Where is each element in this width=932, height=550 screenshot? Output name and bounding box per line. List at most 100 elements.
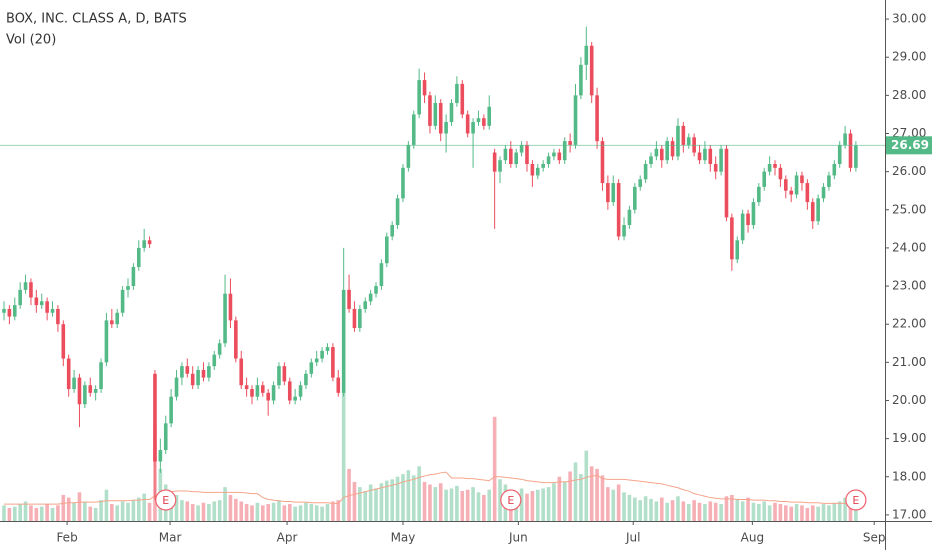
volume-bar [482, 494, 486, 521]
volume-bar [72, 502, 76, 521]
candle-body [201, 369, 206, 378]
candle-body [751, 202, 756, 226]
candle-body [56, 308, 60, 325]
volume-bar [600, 475, 605, 521]
candle-body [606, 183, 610, 203]
volume-bar [546, 487, 551, 521]
candle-body [476, 118, 481, 123]
candle-body [83, 385, 87, 405]
volume-bar [670, 500, 675, 521]
volume-bar [244, 504, 249, 521]
volume-bar [34, 507, 39, 521]
candle-body [525, 144, 529, 165]
volume-bar [465, 489, 470, 521]
candle-body [703, 148, 707, 161]
last-price-label: 26.69 [891, 138, 929, 152]
candle-body [783, 179, 788, 191]
volume-bar [374, 488, 378, 521]
candle-body [406, 144, 411, 168]
candle-body [88, 385, 93, 393]
candle-body [810, 202, 815, 222]
volume-bar [713, 502, 718, 521]
candle-body [304, 373, 308, 386]
candle-body [805, 183, 810, 203]
volume-bar [848, 500, 853, 521]
candle-body [535, 167, 540, 176]
candle-body [153, 373, 157, 462]
candle-body [12, 305, 17, 317]
candle-body [600, 141, 605, 184]
candle-body [18, 289, 22, 306]
candle-body [29, 282, 33, 298]
candle-body [455, 83, 459, 103]
volume-bar [417, 466, 421, 521]
candle-body [708, 148, 713, 165]
volume-bar [444, 489, 448, 521]
candle-body [460, 83, 465, 115]
volume-bar [433, 487, 438, 521]
volume-bar [180, 500, 184, 521]
candle-body [837, 144, 842, 165]
candle-body [417, 80, 421, 115]
candle-body [352, 308, 357, 329]
volume-bar [595, 468, 599, 521]
last-price-box [886, 136, 932, 155]
candle-body [169, 396, 173, 424]
candle-body [104, 320, 109, 363]
volume-bar [541, 488, 545, 521]
earnings-label: E [507, 494, 514, 507]
candle-body [368, 293, 373, 302]
volume-bar [692, 500, 696, 521]
volume-bar [39, 506, 44, 521]
candle-body [433, 102, 438, 126]
candle-body [681, 125, 686, 145]
volume-bar [649, 498, 653, 521]
candle-body [163, 423, 168, 451]
volume-bar [212, 501, 217, 521]
volume-bar [422, 481, 427, 521]
volume-bar [23, 501, 28, 521]
candle-body [789, 190, 793, 195]
volume-bar [83, 501, 87, 521]
candle-body [325, 347, 330, 351]
candle-body [800, 175, 804, 184]
candle-body [379, 263, 384, 287]
volume-bar [681, 501, 686, 521]
candle-body [827, 175, 831, 187]
volume-bar [821, 504, 826, 521]
candle-body [422, 80, 427, 96]
candle-body [260, 385, 265, 393]
earnings-marker [500, 489, 522, 511]
volume-bar [832, 502, 837, 521]
candle-body [358, 308, 362, 329]
earnings-label: E [162, 494, 169, 507]
candle-body [282, 366, 287, 382]
volume-bar [708, 501, 713, 521]
candle-body [816, 198, 820, 222]
candle-body [627, 209, 632, 226]
candle-body [471, 122, 475, 134]
volume-bar [579, 474, 583, 521]
x-tick-label: Apr [277, 531, 298, 545]
candle-body [665, 141, 669, 161]
volume-bar [746, 497, 750, 521]
volume-bar [638, 500, 643, 521]
volume-bar [239, 501, 244, 521]
volume-bar [535, 489, 540, 521]
volume-bar [757, 504, 761, 521]
candle-body [336, 377, 341, 393]
candle-body [428, 95, 432, 126]
candle-body [589, 45, 594, 96]
candle-body [541, 164, 545, 168]
volume-bar [562, 481, 567, 521]
volume-bar [487, 489, 492, 521]
candle-body [444, 122, 448, 134]
x-tick-label: Jul [625, 531, 640, 545]
candle-body [7, 308, 12, 317]
volume-bar [816, 506, 820, 521]
candle-body [821, 186, 826, 199]
volume-bar [228, 494, 233, 521]
volume-bar [77, 492, 82, 521]
volume-bar [471, 487, 475, 521]
